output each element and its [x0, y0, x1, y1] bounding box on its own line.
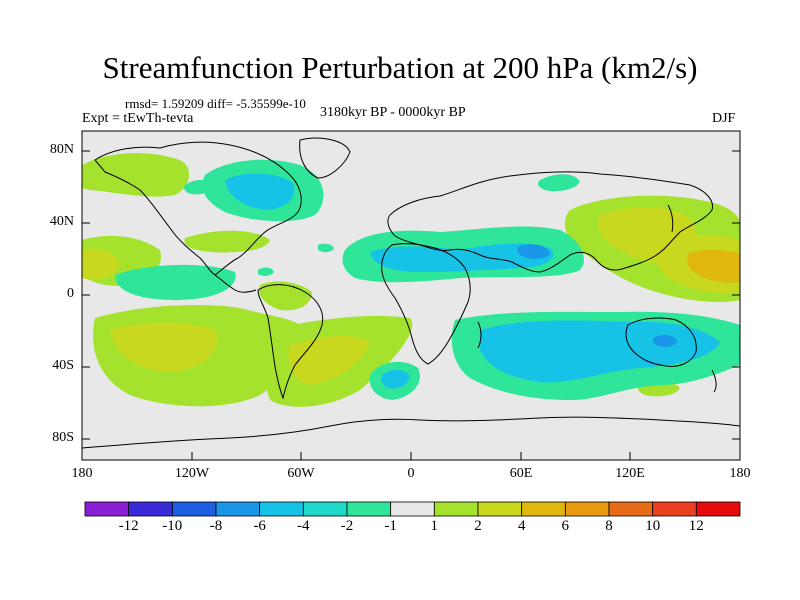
colorbar-swatch — [390, 501, 435, 517]
colorbar-label: -12 — [118, 518, 139, 534]
coast-greenland — [299, 137, 351, 179]
coast-australia — [625, 317, 697, 367]
colorbar-label: -6 — [253, 518, 266, 534]
neg-region-arctic — [537, 174, 580, 192]
neg-region-eurasia-deep — [517, 244, 550, 259]
anomaly-field — [82, 131, 740, 460]
lon-label-120w: 120W — [174, 466, 210, 481]
colorbar-label: 12 — [688, 518, 704, 534]
coast-south-america — [257, 284, 324, 400]
colorbar-swatch — [477, 501, 523, 517]
colorbar-label: 8 — [605, 518, 613, 534]
coast-antarctica — [82, 416, 740, 449]
colorbar-label: 10 — [645, 518, 661, 534]
colorbar-label: -10 — [162, 518, 183, 534]
colorbar-label: -1 — [384, 518, 397, 534]
colorbar-swatch — [346, 501, 392, 517]
colorbar-label: 2 — [474, 518, 482, 534]
colorbar-label: -8 — [209, 518, 223, 534]
coast-japan — [667, 204, 674, 233]
pos-region-central-pacific-core — [82, 248, 120, 280]
lat-label-40s: 40S — [52, 358, 74, 373]
stats-label: rmsd= 1.59209 diff= -5.35599e-10 — [125, 96, 306, 111]
lon-label-60e: 60E — [509, 466, 533, 481]
lon-label-60w: 60W — [287, 466, 315, 481]
lat-label-80n: 80N — [49, 142, 74, 157]
colorbar-swatch — [521, 501, 566, 517]
colorbar-swatch — [564, 501, 610, 517]
neg-region-eurasia-core — [370, 243, 554, 272]
colorbar-swatch — [652, 501, 697, 517]
colorbar-label: -2 — [340, 518, 354, 534]
lon-label-180w: 180 — [71, 466, 93, 481]
neg-region-north-atlantic-core — [225, 173, 295, 210]
colorbar-swatch — [171, 501, 217, 517]
neg-region-eastern-pacific — [115, 264, 236, 300]
colorbar-swatch — [695, 501, 741, 517]
colorbar-label: 1 — [430, 518, 439, 534]
colorbar-label: 4 — [517, 518, 526, 534]
neg-region-north-pacific-small — [184, 179, 214, 195]
experiment-label: Expt = tEwTh-tevta — [82, 111, 194, 126]
coast-central-america — [214, 274, 257, 293]
coast-north-america — [94, 141, 302, 276]
lon-tick-marks — [81, 452, 741, 460]
coast-new-zealand — [711, 369, 717, 393]
colorbar-swatch — [128, 501, 173, 517]
colorbar-label: 6 — [561, 518, 570, 534]
coast-madagascar — [477, 321, 482, 349]
lat-label-40n: 40N — [49, 214, 74, 229]
plot-title: Streamfunction Perturbation at 200 hPa (… — [102, 50, 698, 85]
pos-region-north-america — [184, 230, 270, 253]
colorbar-swatch — [608, 501, 654, 517]
lon-label-180e: 180 — [729, 466, 751, 481]
neg-region-mid-atlantic — [318, 243, 334, 253]
lat-label-80s: 80S — [52, 430, 74, 445]
colorbar-label: -4 — [297, 518, 310, 534]
lon-label-120e: 120E — [615, 466, 645, 481]
neg-region-tropical-atlantic — [258, 267, 274, 277]
pos-region-north-pacific — [82, 153, 190, 197]
pos-region-east-pacific-core — [687, 249, 740, 283]
coastlines — [82, 137, 740, 449]
neg-region-australia-deep — [652, 334, 677, 347]
neg-region-south-atlantic-small-core — [381, 369, 410, 389]
period-label: 3180kyr BP - 0000kyr BP — [320, 105, 466, 120]
colorbar-swatch — [215, 501, 261, 517]
season-label: DJF — [712, 111, 736, 126]
lon-label-0: 0 — [407, 466, 415, 481]
pos-region-south-pacific-core — [110, 322, 218, 372]
colorbar — [84, 501, 741, 517]
colorbar-swatch — [433, 501, 479, 517]
coast-europe-asia — [387, 171, 714, 273]
lat-label-0: 0 — [67, 286, 74, 301]
colorbar-swatch — [302, 501, 348, 517]
lat-tick-marks — [82, 150, 740, 440]
colorbar-swatch — [259, 501, 304, 517]
colorbar-swatch — [84, 501, 130, 517]
coast-africa — [381, 243, 471, 365]
